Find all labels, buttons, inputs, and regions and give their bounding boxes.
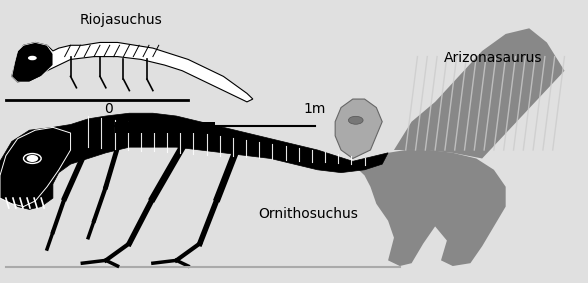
Ellipse shape	[28, 56, 36, 60]
Text: 1m: 1m	[303, 102, 326, 116]
Text: Arizonasaurus: Arizonasaurus	[444, 51, 543, 65]
Bar	[115, 122, 215, 133]
Polygon shape	[12, 42, 53, 82]
Ellipse shape	[24, 153, 41, 164]
Text: Ornithosuchus: Ornithosuchus	[259, 207, 359, 220]
Ellipse shape	[26, 155, 38, 162]
Polygon shape	[0, 113, 388, 209]
Polygon shape	[335, 99, 382, 158]
Text: 0: 0	[105, 102, 113, 116]
Ellipse shape	[348, 116, 363, 124]
Text: Riojasuchus: Riojasuchus	[79, 13, 162, 27]
Polygon shape	[353, 150, 506, 266]
Polygon shape	[12, 42, 253, 102]
Polygon shape	[0, 127, 71, 207]
Polygon shape	[394, 28, 564, 158]
